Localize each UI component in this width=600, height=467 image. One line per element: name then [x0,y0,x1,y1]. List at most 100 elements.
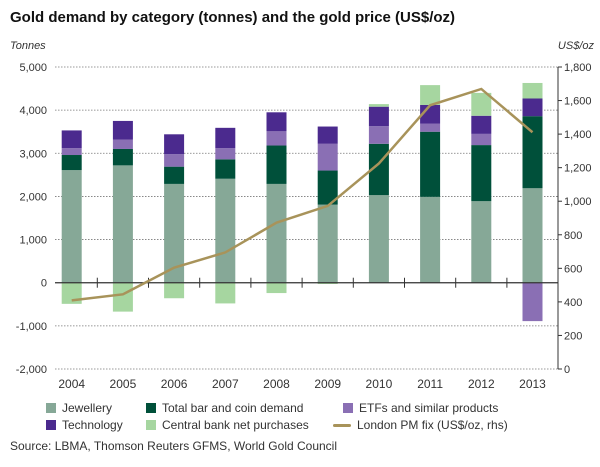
bar-total-bar-and-coin-demand-2008 [266,145,287,184]
y2-tick-label: 1,000 [564,196,592,208]
legend-etfs: ETFs and similar products [343,401,498,415]
bar-technology-2004 [61,130,82,149]
source-note: Source: LBMA, Thomson Reuters GFMS, Worl… [10,439,338,453]
y2-tick-label: 200 [564,330,582,342]
y-tick-label: 2,000 [19,191,47,203]
bar-total-bar-and-coin-demand-2006 [164,166,185,184]
bar-total-bar-and-coin-demand-2005 [112,148,133,166]
bar-jewellery-2011 [420,196,441,283]
bar-technology-2009 [317,126,338,144]
x-tick-label: 2007 [212,377,239,391]
y-tick-label: 5,000 [19,62,47,74]
y-tick-label: -2,000 [16,364,47,376]
bar-jewellery-2006 [164,183,185,283]
bar-total-bar-and-coin-demand-2013 [522,116,543,189]
bar-total-bar-and-coin-demand-2011 [420,131,441,197]
x-tick-label: 2012 [468,377,495,391]
bar-central-bank-net-purchases-2013 [522,82,543,99]
y-tick-label: -1,000 [16,321,47,333]
y2-axis-label: US$/oz [557,40,594,52]
bar-central-bank-net-purchases-2007 [215,282,236,304]
bar-central-bank-net-purchases-2008 [266,282,287,294]
bar-jewellery-2008 [266,183,287,283]
bar-technology-2010 [368,106,389,127]
legend-label: London PM fix (US$/oz, rhs) [357,418,508,432]
bar-jewellery-2007 [215,178,236,283]
bar-jewellery-2012 [471,201,492,283]
bar-total-bar-and-coin-demand-2007 [215,159,236,179]
bar-total-bar-and-coin-demand-2009 [317,170,338,205]
legend-label: ETFs and similar products [359,401,499,415]
bar-technology-2013 [522,98,543,117]
bar-etfs-and-similar-products-2011 [420,123,441,132]
bar-central-bank-net-purchases-2006 [164,282,185,299]
legend-central-bank: Central bank net purchases [146,418,309,432]
x-tick-label: 2005 [110,377,137,391]
bar-total-bar-and-coin-demand-2012 [471,145,492,202]
bar-jewellery-2004 [61,170,82,283]
bar-total-bar-and-coin-demand-2004 [61,155,82,171]
legend-swatch [46,420,56,430]
bar-central-bank-net-purchases-2005 [112,282,133,312]
legend-label: Jewellery [62,401,113,415]
bar-etfs-and-similar-products-2004 [61,148,82,156]
legend-swatch [146,403,156,413]
x-tick-label: 2010 [366,377,393,391]
legend-swatch [146,420,156,430]
legend-london-pm-fix: London PM fix (US$/oz, rhs) [333,418,508,432]
bar-central-bank-net-purchases-2009 [317,282,338,285]
y2-tick-label: 1,800 [564,62,592,74]
bar-central-bank-net-purchases-2011 [420,85,441,105]
x-tick-label: 2013 [519,377,546,391]
bar-technology-2008 [266,112,287,132]
legend-jewellery: Jewellery [46,401,112,415]
x-tick-label: 2004 [58,377,85,391]
bar-jewellery-2009 [317,204,338,283]
legend-line [333,423,351,427]
legend-label: Central bank net purchases [162,418,309,432]
legend-swatch [46,403,56,413]
y2-tick-label: 400 [564,297,582,309]
legend-swatch [343,403,353,413]
bar-central-bank-net-purchases-2012 [471,92,492,116]
bar-jewellery-2005 [112,165,133,283]
london-pm-fix-line [71,87,534,302]
bar-etfs-and-similar-products-2009 [317,143,338,171]
chart-title: Gold demand by category (tonnes) and the… [10,9,456,26]
bar-etfs-and-similar-products-2012 [471,133,492,146]
legend-technology: Technology [46,418,123,432]
legend-label: Technology [62,418,123,432]
legend-label: Total bar and coin demand [162,401,304,415]
bar-etfs-and-similar-products-2007 [215,148,236,160]
bar-technology-2006 [164,134,185,155]
y2-tick-label: 1,200 [564,163,592,175]
bar-technology-2007 [215,127,236,149]
bar-technology-2005 [112,120,133,140]
bar-central-bank-net-purchases-2010 [368,104,389,107]
y-tick-label: 1,000 [19,235,47,247]
y2-tick-label: 1,600 [564,96,592,108]
bar-technology-2012 [471,115,492,134]
bar-jewellery-2010 [368,195,389,283]
x-tick-label: 2011 [417,377,443,391]
y2-tick-label: 0 [564,364,570,376]
bar-etfs-and-similar-products-2010 [368,126,389,144]
bar-etfs-and-similar-products-2008 [266,131,287,146]
y2-tick-label: 800 [564,230,582,242]
y-tick-label: 4,000 [19,105,47,117]
y2-tick-label: 1,400 [564,129,592,141]
y-tick-label: 0 [41,278,47,290]
x-tick-label: 2009 [314,377,341,391]
y2-tick-label: 600 [564,263,582,275]
bar-jewellery-2013 [522,188,543,283]
bar-etfs-and-similar-products-2005 [112,139,133,149]
x-tick-label: 2006 [161,377,188,391]
y-axis-label: Tonnes [10,40,46,52]
bar-etfs-and-similar-products-2013 [522,282,543,322]
x-tick-label: 2008 [263,377,290,391]
bar-etfs-and-similar-products-2006 [164,154,185,167]
legend-bar-coin: Total bar and coin demand [146,401,303,415]
y-tick-label: 3,000 [19,148,47,160]
